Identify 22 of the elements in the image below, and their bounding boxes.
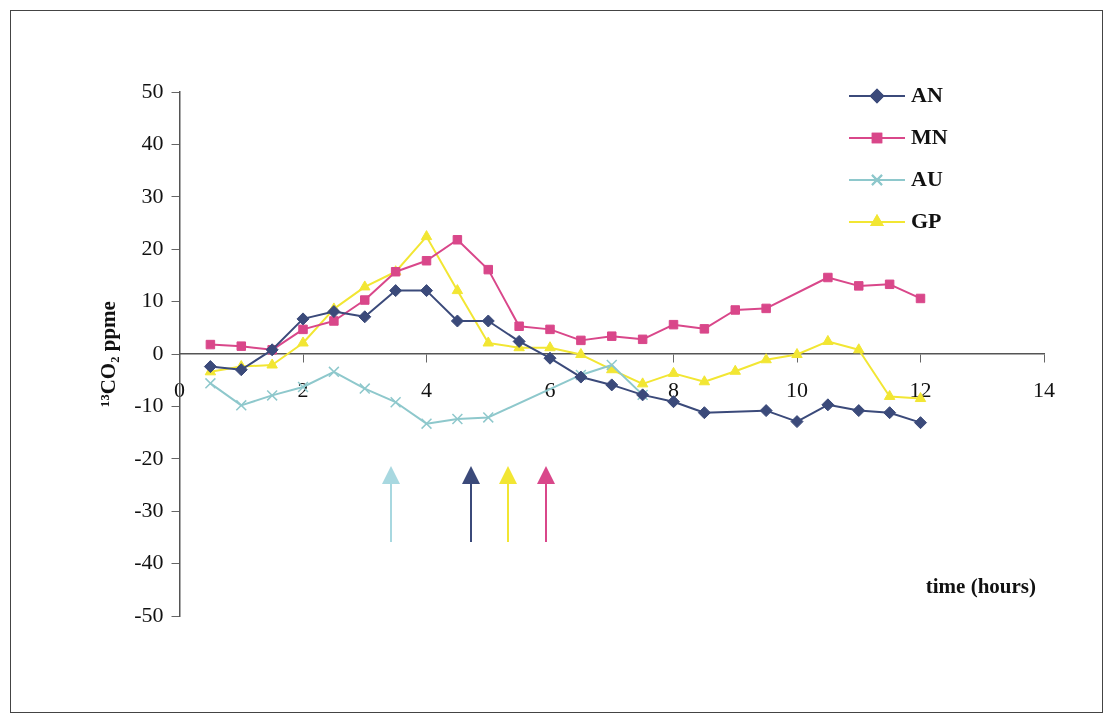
y-tick-label: 30 — [141, 182, 164, 208]
y-tick-label: -10 — [134, 392, 164, 418]
y-tick-label: 40 — [141, 130, 164, 156]
x-tick-label: 10 — [786, 376, 809, 402]
y-tick-label: -30 — [134, 496, 164, 522]
x-tick-label: 8 — [668, 376, 680, 402]
x-tick-label: 12 — [909, 376, 932, 402]
y-tick-label: -20 — [134, 444, 164, 470]
y-tick-label: 50 — [141, 77, 164, 103]
x-axis-title: time (hours) — [925, 574, 1036, 599]
legend-label: MN — [911, 123, 948, 149]
y-tick-label: 0 — [152, 339, 164, 365]
y-tick-label: 10 — [141, 287, 164, 313]
x-tick-label: 14 — [1033, 376, 1055, 402]
y-axis-title: ¹³CO₂ ppme — [96, 301, 121, 407]
y-tick-label: -50 — [134, 601, 164, 627]
legend-label: AU — [911, 165, 943, 191]
legend-label: GP — [911, 207, 942, 233]
legend-label: AN — [911, 81, 943, 107]
y-tick-label: 20 — [141, 234, 164, 260]
x-tick-label: 4 — [421, 376, 433, 402]
y-tick-label: -40 — [134, 549, 164, 575]
